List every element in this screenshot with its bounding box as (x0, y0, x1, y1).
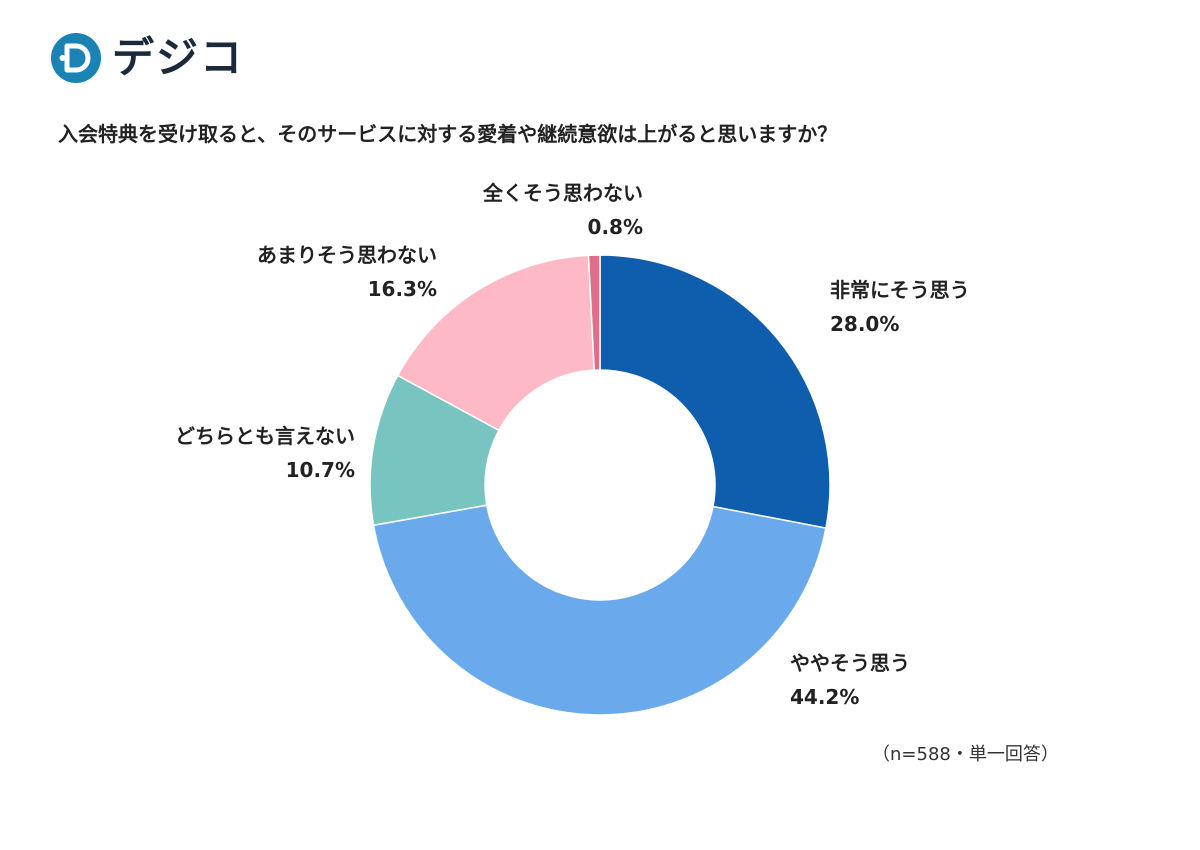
sample-note: （n=588・単一回答） (872, 744, 1059, 765)
slice-value-2: 44.2% (790, 685, 859, 709)
donut-slices (369, 254, 831, 716)
brand-logo: デジコ (50, 32, 244, 84)
slice-label-4: あまりそう思わない (257, 243, 437, 267)
slice-value-4: 16.3% (368, 277, 437, 301)
slice-value-1: 28.0% (830, 312, 899, 336)
brand-name: デジコ (112, 33, 245, 82)
slice-labels: 非常にそう思う 28.0% ややそう思う 44.2% どちらとも言えない 10.7% あまり… (175, 181, 970, 709)
slice-2 (372, 504, 827, 716)
slice-value-5: 0.8% (588, 215, 643, 239)
slice-1 (599, 254, 831, 529)
slice-5 (587, 254, 601, 371)
slice-label-5: 全くそう思わない (482, 181, 643, 205)
slice-4 (396, 254, 596, 432)
chart-title: 入会特典を受け取ると、そのサービスに対する愛着や継続意欲は上がると思いますか？ (58, 122, 838, 146)
slice-label-1: 非常にそう思う (830, 278, 970, 302)
digico-d-icon (51, 33, 101, 83)
slice-value-3: 10.7% (286, 458, 355, 482)
slice-label-2: ややそう思う (790, 651, 910, 675)
slice-label-3: どちらとも言えない (175, 424, 355, 448)
